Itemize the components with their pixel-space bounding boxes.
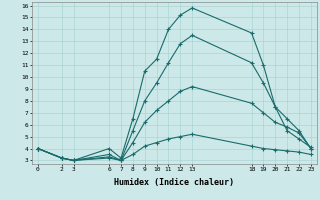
X-axis label: Humidex (Indice chaleur): Humidex (Indice chaleur) (115, 178, 234, 187)
